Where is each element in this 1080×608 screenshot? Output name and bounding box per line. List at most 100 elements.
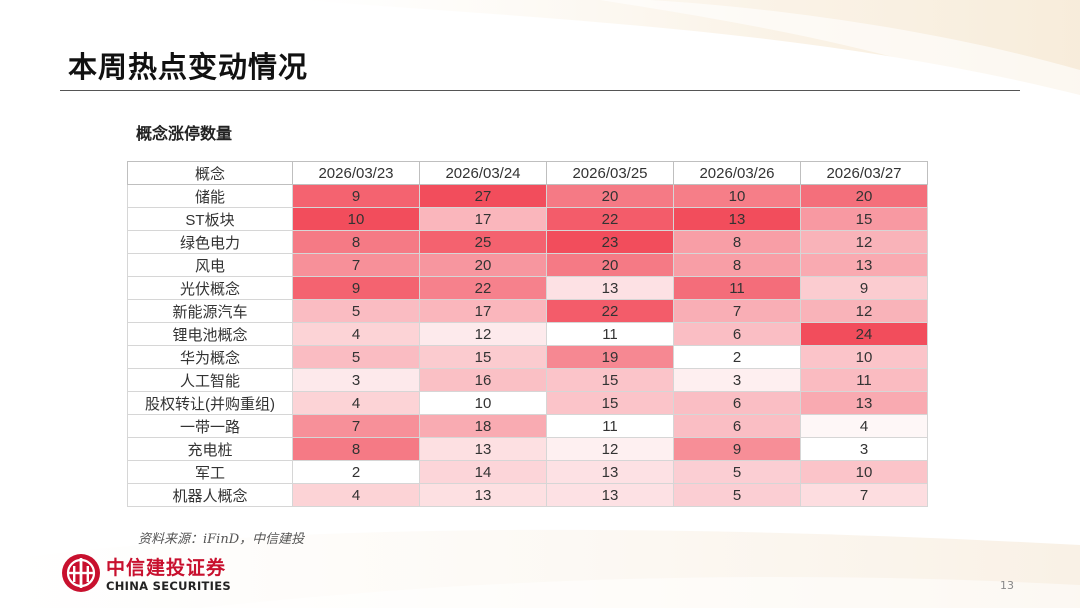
logo-text-cn: 中信建投证券 [106, 557, 227, 579]
value-cell: 9 [292, 276, 420, 300]
value-cell: 5 [292, 299, 420, 323]
value-cell: 19 [546, 345, 674, 369]
source-note: 资料来源：iFinD，中信建投 [138, 532, 305, 547]
value-cell: 23 [546, 230, 674, 254]
value-cell: 12 [800, 299, 928, 323]
value-cell: 4 [800, 414, 928, 438]
value-cell: 11 [673, 276, 801, 300]
table-row: 一带一路 7 18 11 6 4 [127, 414, 928, 438]
header-date: 2026/03/23 [292, 161, 420, 185]
value-cell: 25 [419, 230, 547, 254]
value-cell: 15 [800, 207, 928, 231]
value-cell: 10 [673, 184, 801, 208]
value-cell: 14 [419, 460, 547, 484]
concept-cell: 华为概念 [127, 345, 293, 369]
header-date: 2026/03/27 [800, 161, 928, 185]
value-cell: 2 [673, 345, 801, 369]
value-cell: 7 [673, 299, 801, 323]
value-cell: 6 [673, 414, 801, 438]
value-cell: 11 [800, 368, 928, 392]
value-cell: 3 [292, 368, 420, 392]
value-cell: 7 [292, 253, 420, 277]
value-cell: 3 [800, 437, 928, 461]
value-cell: 13 [673, 207, 801, 231]
value-cell: 10 [800, 345, 928, 369]
value-cell: 24 [800, 322, 928, 346]
value-cell: 17 [419, 207, 547, 231]
value-cell: 10 [419, 391, 547, 415]
value-cell: 13 [546, 483, 674, 507]
value-cell: 9 [673, 437, 801, 461]
value-cell: 13 [419, 483, 547, 507]
concept-cell: 新能源汽车 [127, 299, 293, 323]
title-divider [60, 90, 1020, 91]
company-logo: 中信建投证券 CHINA SECURITIES [60, 552, 250, 596]
concept-cell: 一带一路 [127, 414, 293, 438]
value-cell: 20 [800, 184, 928, 208]
page-number: 13 [1000, 579, 1014, 592]
table-row: 新能源汽车 5 17 22 7 12 [127, 299, 928, 323]
value-cell: 10 [292, 207, 420, 231]
value-cell: 8 [673, 253, 801, 277]
concept-cell: 锂电池概念 [127, 322, 293, 346]
value-cell: 20 [419, 253, 547, 277]
value-cell: 18 [419, 414, 547, 438]
concept-cell: 股权转让(并购重组) [127, 391, 293, 415]
table-row: 机器人概念 4 13 13 5 7 [127, 483, 928, 507]
value-cell: 16 [419, 368, 547, 392]
value-cell: 12 [419, 322, 547, 346]
value-cell: 27 [419, 184, 547, 208]
value-cell: 13 [419, 437, 547, 461]
value-cell: 9 [800, 276, 928, 300]
table-row: ST板块 10 17 22 13 15 [127, 207, 928, 231]
value-cell: 8 [292, 437, 420, 461]
value-cell: 22 [546, 299, 674, 323]
value-cell: 8 [292, 230, 420, 254]
value-cell: 4 [292, 322, 420, 346]
value-cell: 12 [800, 230, 928, 254]
value-cell: 6 [673, 391, 801, 415]
table-header-row: 概念 2026/03/23 2026/03/24 2026/03/25 2026… [127, 161, 928, 185]
table-row: 股权转让(并购重组) 4 10 15 6 13 [127, 391, 928, 415]
table-row: 风电 7 20 20 8 13 [127, 253, 928, 277]
citic-logo-icon [62, 554, 100, 592]
value-cell: 13 [800, 253, 928, 277]
value-cell: 20 [546, 184, 674, 208]
value-cell: 15 [419, 345, 547, 369]
value-cell: 20 [546, 253, 674, 277]
value-cell: 15 [546, 368, 674, 392]
table-row: 军工 2 14 13 5 10 [127, 460, 928, 484]
value-cell: 15 [546, 391, 674, 415]
header-date: 2026/03/24 [419, 161, 547, 185]
concept-cell: 绿色电力 [127, 230, 293, 254]
concept-cell: 军工 [127, 460, 293, 484]
concept-cell: 充电桩 [127, 437, 293, 461]
concept-cell: 风电 [127, 253, 293, 277]
value-cell: 13 [546, 460, 674, 484]
section-title: 概念涨停数量 [136, 124, 233, 143]
value-cell: 10 [800, 460, 928, 484]
concept-cell: ST板块 [127, 207, 293, 231]
limit-up-heatmap-table: 概念 2026/03/23 2026/03/24 2026/03/25 2026… [127, 161, 928, 507]
value-cell: 17 [419, 299, 547, 323]
value-cell: 8 [673, 230, 801, 254]
table-row: 充电桩 8 13 12 9 3 [127, 437, 928, 461]
value-cell: 13 [546, 276, 674, 300]
value-cell: 5 [292, 345, 420, 369]
value-cell: 4 [292, 483, 420, 507]
value-cell: 7 [800, 483, 928, 507]
logo-text-en: CHINA SECURITIES [106, 579, 231, 593]
value-cell: 22 [546, 207, 674, 231]
value-cell: 12 [546, 437, 674, 461]
header-concept: 概念 [127, 161, 293, 185]
value-cell: 5 [673, 460, 801, 484]
table-row: 华为概念 5 15 19 2 10 [127, 345, 928, 369]
concept-cell: 光伏概念 [127, 276, 293, 300]
value-cell: 9 [292, 184, 420, 208]
table-row: 人工智能 3 16 15 3 11 [127, 368, 928, 392]
value-cell: 2 [292, 460, 420, 484]
value-cell: 13 [800, 391, 928, 415]
value-cell: 11 [546, 322, 674, 346]
value-cell: 7 [292, 414, 420, 438]
value-cell: 22 [419, 276, 547, 300]
